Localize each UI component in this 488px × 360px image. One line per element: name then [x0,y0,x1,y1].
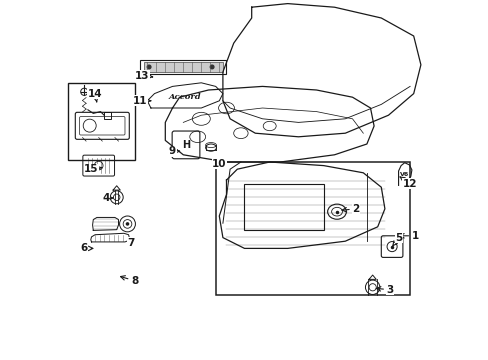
Text: 4: 4 [102,193,113,203]
Text: H: H [182,140,190,150]
Bar [104,112,111,119]
Circle shape [147,65,151,69]
Text: V6: V6 [400,172,409,177]
Bar [68,83,134,160]
Text: 8: 8 [121,276,138,286]
Text: 5: 5 [392,233,402,246]
Circle shape [210,65,213,69]
Text: 2: 2 [342,204,359,214]
Text: Accord: Accord [168,93,201,101]
Text: 6: 6 [81,243,93,253]
Text: 7: 7 [127,238,135,248]
Circle shape [125,222,129,226]
Bar [215,162,409,295]
Text: 15: 15 [84,164,102,174]
Text: 14: 14 [88,89,102,102]
Text: 1: 1 [399,231,418,241]
Text: 13: 13 [134,71,152,81]
Text: 10: 10 [212,159,226,169]
Text: 9: 9 [168,146,179,156]
Bar [140,60,226,74]
Bar [143,62,223,72]
Bar [244,184,323,230]
Text: 12: 12 [399,177,416,189]
Text: 11: 11 [133,96,151,106]
Text: 3: 3 [376,285,393,295]
